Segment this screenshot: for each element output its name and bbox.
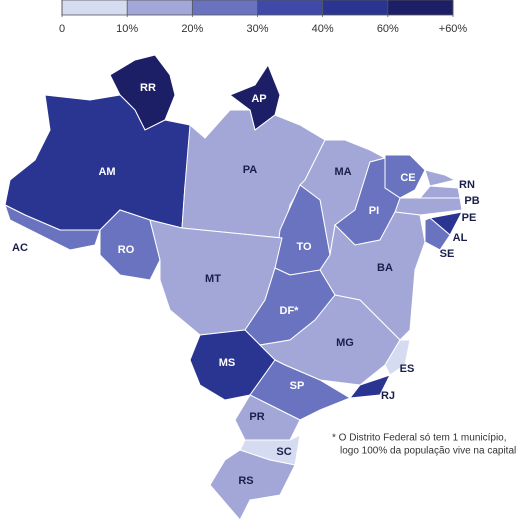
legend-swatch [192,0,258,15]
state-label: RN [459,179,475,191]
footnote: logo 100% da população vive na capital [340,446,516,457]
legend-swatch [387,0,453,15]
legend-label: 20% [181,23,203,35]
states [4,54,463,521]
legend-label: 40% [312,23,334,35]
state-label: SP [290,380,305,392]
state-label: DF* [280,305,300,317]
legend-label: +60% [439,23,468,35]
state-label: BA [377,262,393,274]
state [394,197,463,216]
state [209,449,296,521]
legend-swatch [257,0,323,15]
state [424,169,457,187]
footnote: * O Distrito Federal só tem 1 município, [332,433,507,444]
legend-label: 0 [59,23,65,35]
legend-swatch [62,0,128,15]
state-label: PB [464,195,479,207]
state-label: AL [453,232,468,244]
state-labels: RR AP AM AC PA MA CE RN PB PE AL SE PI TO BA RO MT DF* MS M… [12,82,480,487]
state-label: PA [243,164,258,176]
state-label: PR [249,411,264,423]
state-label: ES [400,363,415,375]
state [4,204,101,251]
state-label: SC [276,446,291,458]
state-label: RR [140,82,156,94]
legend-label: 60% [377,23,399,35]
state-label: PE [462,212,477,224]
state-label: RS [238,475,253,487]
state-label: CE [400,172,415,184]
state-label: AC [12,242,28,254]
legend-swatch [322,0,388,15]
state-label: RJ [381,390,395,402]
state-label: MS [219,357,236,369]
legend: 0 10% 20% 30% 40% 60% +60% [59,0,467,35]
state-label: AP [251,93,266,105]
legend-label: 30% [246,23,268,35]
state [424,217,451,251]
state-label: MG [336,337,354,349]
state-label: MA [334,166,351,178]
state [384,339,411,376]
state [418,185,461,199]
state-label: TO [296,241,312,253]
state-label: PI [369,205,379,217]
state-label: MT [205,273,221,285]
state-label: AM [98,166,115,178]
legend-swatch [127,0,193,15]
state-label: RO [118,244,135,256]
state [348,374,391,399]
state [99,209,161,281]
state [4,94,206,231]
state-label: SE [440,248,455,260]
legend-label: 10% [116,23,138,35]
